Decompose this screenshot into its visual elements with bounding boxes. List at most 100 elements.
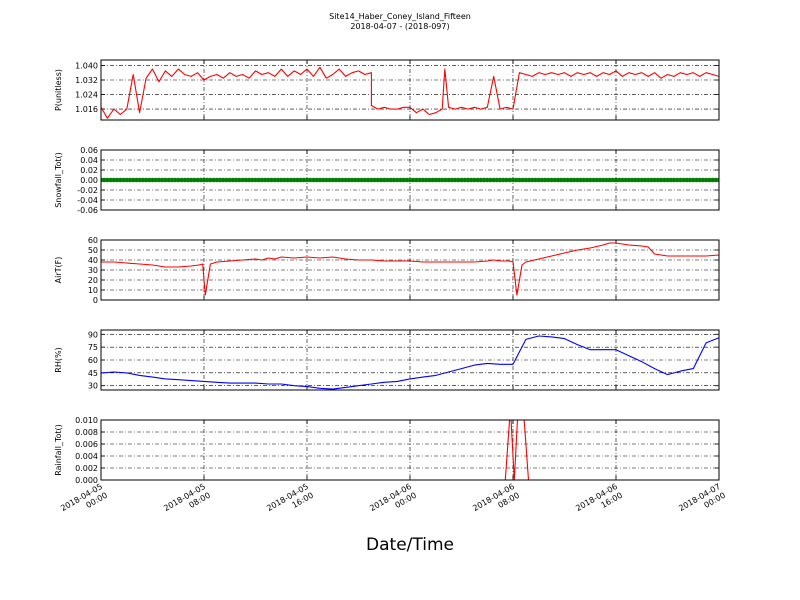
series-1 bbox=[101, 66, 719, 119]
data-point bbox=[494, 177, 500, 183]
data-point bbox=[507, 177, 513, 183]
data-point bbox=[227, 177, 233, 183]
x-tick-label: 2018-04-0616:00 bbox=[574, 482, 624, 522]
data-point bbox=[520, 177, 525, 183]
data-point bbox=[665, 177, 670, 183]
data-point bbox=[204, 177, 210, 183]
data-point bbox=[217, 177, 223, 183]
data-point bbox=[143, 177, 149, 183]
data-point bbox=[401, 177, 406, 183]
data-point bbox=[658, 177, 664, 183]
data-point bbox=[565, 177, 571, 183]
data-point bbox=[121, 177, 126, 183]
data-point bbox=[633, 177, 638, 183]
data-point bbox=[623, 177, 628, 183]
y-tick-label: 0.008 bbox=[75, 428, 98, 437]
y-axis-label: RH(%) bbox=[54, 347, 63, 372]
data-point bbox=[324, 177, 329, 183]
data-point bbox=[491, 177, 496, 183]
subplot-panels: 1.0161.0241.0321.040P(unitless)-0.06-0.0… bbox=[54, 59, 720, 485]
data-point bbox=[616, 177, 622, 183]
data-point bbox=[378, 177, 384, 183]
data-point bbox=[211, 177, 216, 183]
data-point bbox=[555, 177, 561, 183]
data-point bbox=[269, 177, 274, 183]
data-point bbox=[571, 177, 577, 183]
y-tick-label: 0 bbox=[93, 296, 98, 305]
x-axis-ticks: 2018-04-0500:00 2018-04-0508:00 2018-04-05… bbox=[59, 482, 727, 522]
y-tick-label: 0.004 bbox=[75, 452, 98, 461]
data-point bbox=[707, 177, 712, 183]
data-point bbox=[385, 177, 390, 183]
y-tick-label: 10 bbox=[88, 286, 98, 295]
data-point bbox=[517, 177, 522, 183]
data-point bbox=[587, 177, 593, 183]
data-point bbox=[414, 177, 419, 183]
data-point bbox=[536, 177, 542, 183]
x-tick-label: 2018-04-0500:00 bbox=[59, 482, 109, 522]
data-point bbox=[304, 177, 310, 183]
data-point bbox=[700, 177, 706, 183]
data-point bbox=[317, 177, 323, 183]
data-point bbox=[629, 177, 635, 183]
data-point bbox=[539, 177, 545, 183]
y-tick-label: 60 bbox=[88, 356, 98, 365]
y-axis-label: Rainfall_Tot() bbox=[54, 424, 63, 476]
data-point bbox=[501, 177, 506, 183]
data-point bbox=[671, 177, 677, 183]
data-point bbox=[343, 177, 348, 183]
data-point bbox=[137, 177, 142, 183]
data-point bbox=[369, 177, 374, 183]
data-point bbox=[201, 177, 207, 183]
data-point bbox=[462, 177, 468, 183]
data-point bbox=[330, 177, 336, 183]
data-point bbox=[533, 177, 538, 183]
data-point bbox=[333, 177, 339, 183]
data-point bbox=[443, 177, 448, 183]
data-point bbox=[484, 177, 490, 183]
data-point bbox=[398, 177, 403, 183]
data-point bbox=[134, 177, 139, 183]
data-point bbox=[266, 177, 271, 183]
data-point bbox=[417, 177, 422, 183]
y-tick-label: 0.010 bbox=[75, 416, 98, 425]
data-point bbox=[420, 177, 426, 183]
y-tick-label: 0.000 bbox=[75, 476, 98, 485]
data-point bbox=[320, 177, 326, 183]
y-tick-label: 1.024 bbox=[75, 91, 98, 100]
data-point bbox=[459, 177, 464, 183]
data-point bbox=[626, 177, 632, 183]
series-3 bbox=[101, 242, 719, 296]
data-point bbox=[108, 177, 113, 183]
data-point bbox=[546, 177, 551, 183]
data-point bbox=[230, 177, 236, 183]
data-point bbox=[446, 177, 451, 183]
data-point bbox=[642, 177, 648, 183]
data-point bbox=[166, 177, 171, 183]
data-point bbox=[282, 177, 287, 183]
series-line bbox=[101, 420, 719, 480]
data-point bbox=[690, 177, 696, 183]
data-point bbox=[694, 177, 699, 183]
subplot-2: -0.06-0.04-0.020.000.020.040.06 Snowfall_… bbox=[54, 146, 720, 215]
axes-frame bbox=[100, 149, 720, 211]
data-point bbox=[179, 177, 184, 183]
data-point bbox=[262, 177, 268, 183]
data-point bbox=[549, 177, 554, 183]
y-axis-label: Snowfall_Tot() bbox=[54, 152, 63, 208]
data-point bbox=[291, 177, 297, 183]
data-point bbox=[253, 177, 258, 183]
data-point bbox=[298, 177, 303, 183]
data-point bbox=[275, 177, 281, 183]
data-point bbox=[552, 177, 558, 183]
y-axis-label: AirT(F) bbox=[54, 257, 63, 284]
data-point bbox=[359, 177, 365, 183]
data-point bbox=[710, 177, 715, 183]
data-point bbox=[607, 177, 612, 183]
data-point bbox=[600, 177, 606, 183]
data-point bbox=[198, 177, 204, 183]
series-line bbox=[101, 66, 719, 119]
data-point bbox=[140, 177, 146, 183]
y-tick-label: 50 bbox=[88, 246, 98, 255]
data-point bbox=[562, 177, 567, 183]
